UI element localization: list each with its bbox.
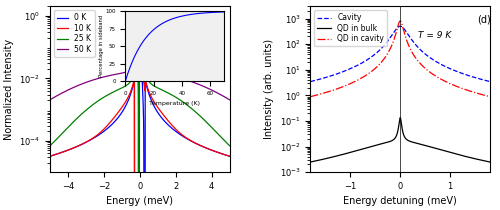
Cavity (436, 62, 442, 64)
0 K (137, 21, 143, 24)
50 K (217, 93, 223, 96)
50 K (48, 98, 54, 101)
10 K (217, 152, 223, 154)
QD in cavity (487, 95, 493, 98)
0 K (217, 152, 223, 154)
Cavity (308, 80, 314, 83)
25 K (137, 17, 143, 20)
QD in bulk (397, 116, 403, 119)
50 K (226, 98, 232, 101)
Cavity (476, 77, 482, 80)
Y-axis label: Intensity (arb. units): Intensity (arb. units) (264, 39, 274, 139)
Cavity (397, 25, 403, 28)
QD in cavity (308, 95, 314, 98)
0 K (82, 142, 88, 144)
QD in cavity (436, 77, 442, 79)
10 K (58, 151, 64, 154)
Legend: Cavity, QD in bulk, QD in cavity: Cavity, QD in bulk, QD in cavity (314, 10, 387, 46)
QD in bulk (416, 143, 422, 145)
X-axis label: Energy (meV): Energy (meV) (106, 197, 174, 206)
Line: QD in bulk: QD in bulk (310, 118, 490, 162)
50 K (58, 92, 64, 95)
50 K (47, 98, 53, 101)
10 K (54, 153, 60, 155)
Text: T = 9 K: T = 9 K (418, 31, 452, 40)
0 K (226, 155, 232, 158)
QD in bulk (422, 144, 428, 147)
QD in bulk (392, 136, 398, 139)
Cavity (487, 80, 493, 83)
50 K (82, 81, 88, 84)
50 K (135, 50, 141, 52)
Text: (d): (d) (478, 15, 491, 25)
10 K (226, 155, 232, 158)
QD in bulk (436, 148, 442, 151)
QD in bulk (487, 161, 493, 163)
25 K (136, 202, 141, 205)
QD in cavity (476, 92, 482, 95)
Line: Cavity: Cavity (310, 26, 490, 82)
0 K (58, 151, 64, 154)
Y-axis label: Normalized Intensity: Normalized Intensity (4, 39, 14, 140)
10 K (135, 202, 141, 205)
QD in bulk (352, 150, 358, 152)
25 K (82, 110, 88, 112)
25 K (54, 137, 60, 140)
QD in bulk (476, 158, 482, 161)
25 K (58, 134, 64, 136)
25 K (47, 144, 53, 147)
50 K (54, 94, 60, 97)
25 K (135, 74, 141, 77)
0 K (132, 202, 138, 205)
QD in cavity (422, 68, 428, 70)
QD in cavity (416, 61, 422, 63)
Line: 25 K: 25 K (50, 18, 230, 203)
Line: 0 K: 0 K (50, 22, 230, 203)
QD in bulk (308, 161, 314, 163)
Cavity (416, 47, 422, 50)
Cavity (352, 65, 358, 68)
Cavity (392, 29, 398, 32)
0 K (47, 155, 53, 158)
Legend: 0 K, 10 K, 25 K, 50 K: 0 K, 10 K, 25 K, 50 K (54, 10, 94, 57)
Line: 10 K: 10 K (50, 20, 230, 203)
X-axis label: Energy detuning (meV): Energy detuning (meV) (344, 197, 457, 206)
0 K (54, 153, 60, 155)
Cavity (422, 53, 428, 56)
QD in cavity (392, 34, 398, 37)
25 K (226, 144, 232, 147)
10 K (132, 202, 138, 205)
25 K (217, 135, 223, 138)
10 K (47, 155, 53, 158)
25 K (48, 144, 54, 146)
0 K (135, 202, 141, 205)
Line: QD in cavity: QD in cavity (310, 21, 490, 97)
Line: 50 K: 50 K (50, 17, 230, 100)
10 K (48, 155, 54, 157)
50 K (137, 16, 143, 18)
0 K (48, 155, 54, 157)
10 K (137, 19, 143, 21)
QD in cavity (352, 80, 358, 83)
10 K (82, 141, 88, 144)
QD in cavity (397, 20, 403, 22)
